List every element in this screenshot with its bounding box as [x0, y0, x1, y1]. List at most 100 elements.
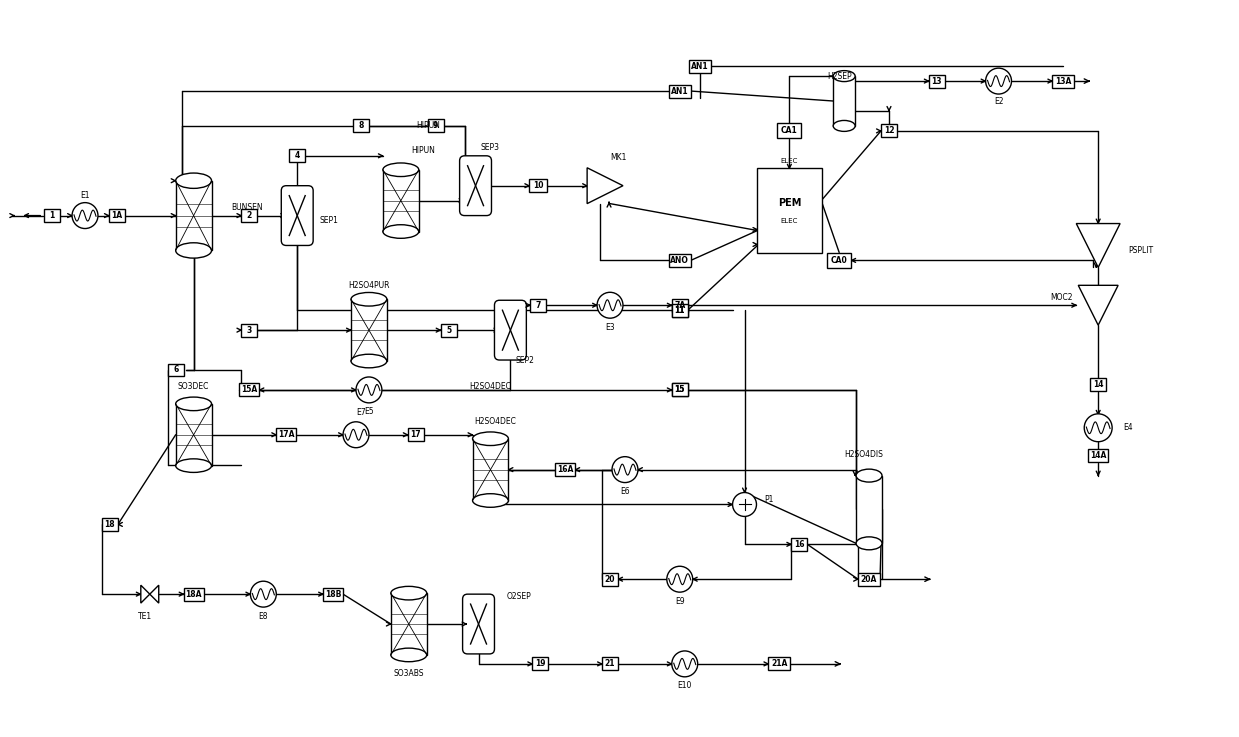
Bar: [672, 304, 688, 317]
Bar: [176, 404, 212, 466]
Text: E3: E3: [605, 323, 615, 332]
FancyBboxPatch shape: [462, 594, 494, 654]
Bar: [672, 298, 688, 312]
Text: H2SO4DEC: H2SO4DEC: [475, 417, 517, 426]
Text: 16A: 16A: [558, 465, 574, 474]
Text: H2SEP: H2SEP: [826, 71, 851, 80]
Text: 14: 14: [1093, 380, 1104, 389]
Text: HIPUN: HIPUN: [416, 122, 440, 130]
Bar: [929, 74, 945, 88]
Bar: [828, 253, 851, 268]
Ellipse shape: [833, 71, 855, 82]
Ellipse shape: [856, 537, 882, 550]
Text: E1: E1: [81, 191, 89, 200]
Text: 5: 5: [446, 326, 451, 335]
Ellipse shape: [390, 587, 426, 600]
Text: 18B: 18B: [325, 590, 341, 598]
Bar: [323, 587, 343, 601]
Text: 20A: 20A: [861, 575, 877, 584]
Text: BUNSEN: BUNSEN: [232, 203, 263, 212]
Bar: [1052, 74, 1074, 88]
Ellipse shape: [176, 173, 212, 189]
Bar: [383, 170, 419, 231]
Text: H2SO4DIS: H2SO4DIS: [845, 450, 883, 459]
Text: 13A: 13A: [1056, 77, 1072, 85]
Bar: [768, 657, 790, 671]
Bar: [102, 518, 118, 531]
Text: SEP2: SEP2: [515, 355, 534, 365]
Ellipse shape: [390, 648, 426, 662]
Bar: [530, 298, 546, 312]
Bar: [1088, 449, 1108, 462]
FancyBboxPatch shape: [281, 186, 313, 245]
Ellipse shape: [472, 432, 508, 446]
Polygon shape: [587, 168, 623, 203]
Text: MK1: MK1: [610, 153, 627, 162]
Text: 15A: 15A: [242, 385, 258, 394]
Text: AN1: AN1: [672, 86, 689, 96]
Text: 7: 7: [535, 301, 541, 310]
Ellipse shape: [833, 120, 855, 131]
Text: 3: 3: [247, 326, 252, 335]
Circle shape: [343, 422, 369, 447]
Ellipse shape: [383, 163, 419, 177]
Bar: [109, 209, 125, 222]
Text: AN1: AN1: [691, 62, 709, 71]
Circle shape: [732, 492, 757, 517]
Text: 12: 12: [883, 127, 895, 136]
Text: SEP3: SEP3: [481, 143, 499, 153]
Text: 17A: 17A: [278, 430, 295, 439]
Ellipse shape: [856, 469, 882, 482]
Text: O2SEP: O2SEP: [507, 592, 532, 601]
Text: 17: 17: [410, 430, 421, 439]
Circle shape: [597, 293, 623, 318]
Text: 1A: 1A: [112, 211, 123, 220]
Circle shape: [672, 651, 698, 677]
Circle shape: [612, 457, 638, 483]
Ellipse shape: [176, 459, 212, 472]
Bar: [859, 573, 880, 586]
Bar: [239, 383, 259, 397]
Bar: [441, 324, 457, 337]
Bar: [289, 150, 305, 162]
Bar: [390, 593, 426, 655]
Text: 6: 6: [173, 366, 178, 374]
Bar: [672, 383, 688, 397]
Bar: [689, 60, 711, 73]
Bar: [602, 657, 618, 671]
Polygon shape: [141, 585, 150, 603]
Text: E10: E10: [678, 681, 691, 691]
Bar: [408, 428, 424, 441]
Circle shape: [356, 377, 382, 403]
FancyBboxPatch shape: [494, 300, 527, 360]
Bar: [833, 76, 855, 126]
Text: 8: 8: [358, 122, 364, 130]
Text: MOC2: MOC2: [1051, 293, 1073, 301]
Text: CA1: CA1: [781, 127, 798, 136]
Text: SEP1: SEP1: [320, 216, 338, 225]
Bar: [353, 119, 369, 133]
Text: HIPUN: HIPUN: [411, 147, 435, 156]
Bar: [669, 85, 690, 97]
Bar: [427, 119, 444, 133]
Text: 21A: 21A: [771, 660, 788, 668]
Circle shape: [1084, 414, 1113, 441]
Ellipse shape: [351, 354, 387, 368]
Text: SO3ABS: SO3ABS: [394, 669, 424, 678]
Text: P1: P1: [764, 495, 774, 504]
FancyBboxPatch shape: [460, 156, 492, 216]
Bar: [856, 475, 882, 543]
Ellipse shape: [351, 293, 387, 306]
Text: 4: 4: [295, 151, 300, 161]
Text: TE1: TE1: [138, 612, 152, 621]
Text: 10: 10: [533, 181, 544, 190]
Text: E7: E7: [356, 408, 366, 417]
Bar: [672, 304, 688, 317]
Text: 7A: 7A: [674, 301, 685, 310]
Ellipse shape: [176, 242, 212, 258]
Polygon shape: [150, 585, 159, 603]
Text: 13: 13: [932, 77, 942, 85]
Text: CA0: CA0: [831, 256, 847, 265]
Text: PEM: PEM: [778, 198, 802, 208]
Bar: [792, 538, 808, 551]
